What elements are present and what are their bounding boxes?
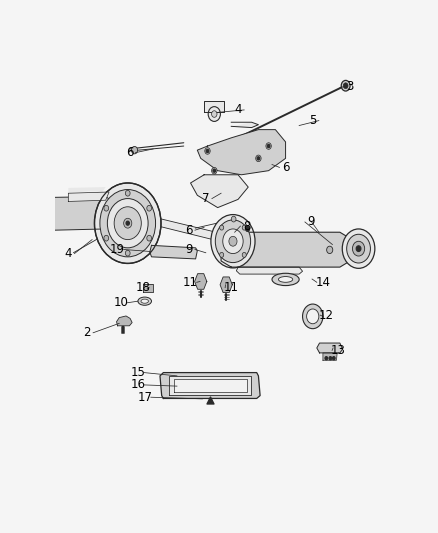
Circle shape	[341, 80, 350, 91]
Polygon shape	[150, 245, 197, 259]
Polygon shape	[323, 353, 337, 360]
Polygon shape	[117, 316, 132, 326]
Circle shape	[147, 205, 152, 211]
Polygon shape	[68, 192, 109, 201]
Polygon shape	[170, 376, 251, 395]
Polygon shape	[231, 122, 258, 127]
Polygon shape	[221, 232, 353, 267]
Circle shape	[329, 357, 332, 360]
Circle shape	[256, 155, 261, 161]
Circle shape	[267, 144, 270, 148]
Text: 2: 2	[83, 326, 91, 340]
Polygon shape	[317, 343, 343, 353]
Text: 9: 9	[307, 215, 315, 229]
Circle shape	[353, 241, 365, 256]
Text: 14: 14	[315, 276, 330, 289]
Circle shape	[124, 219, 132, 228]
Polygon shape	[68, 187, 106, 193]
Circle shape	[307, 309, 319, 324]
Circle shape	[257, 157, 260, 160]
Text: 6: 6	[126, 146, 133, 159]
Circle shape	[229, 236, 237, 246]
Polygon shape	[237, 267, 303, 274]
Circle shape	[212, 111, 217, 117]
Text: 4: 4	[234, 103, 242, 116]
Ellipse shape	[138, 297, 152, 305]
Text: 4: 4	[64, 247, 72, 260]
Text: 18: 18	[136, 281, 150, 294]
Circle shape	[206, 149, 209, 152]
Text: 6: 6	[282, 161, 290, 174]
Polygon shape	[55, 197, 113, 230]
Circle shape	[205, 148, 210, 154]
Text: 13: 13	[331, 344, 346, 357]
Polygon shape	[160, 373, 260, 399]
Circle shape	[219, 253, 224, 257]
Circle shape	[342, 229, 375, 268]
Circle shape	[343, 83, 348, 88]
Point	[207, 395, 214, 404]
Text: 16: 16	[131, 378, 145, 391]
Polygon shape	[194, 273, 207, 289]
Circle shape	[219, 225, 224, 230]
Circle shape	[95, 183, 161, 263]
Circle shape	[223, 229, 243, 254]
Circle shape	[211, 215, 255, 268]
Text: 9: 9	[185, 243, 193, 256]
Circle shape	[266, 143, 271, 149]
Ellipse shape	[141, 299, 148, 303]
Text: 8: 8	[243, 220, 250, 232]
Text: 15: 15	[131, 366, 145, 379]
Circle shape	[114, 207, 141, 240]
Circle shape	[125, 190, 130, 196]
Text: 19: 19	[110, 243, 125, 256]
Text: 3: 3	[346, 80, 354, 93]
Circle shape	[356, 246, 361, 252]
Circle shape	[327, 246, 333, 254]
Circle shape	[131, 147, 138, 154]
Text: 6: 6	[185, 224, 193, 237]
Circle shape	[246, 227, 250, 231]
Polygon shape	[174, 379, 247, 392]
Text: 5: 5	[309, 114, 316, 127]
Circle shape	[125, 251, 130, 256]
Circle shape	[126, 221, 130, 225]
Polygon shape	[197, 130, 286, 175]
Polygon shape	[220, 277, 232, 293]
Circle shape	[212, 167, 217, 174]
Ellipse shape	[272, 273, 299, 286]
Ellipse shape	[279, 277, 293, 282]
Text: 11: 11	[183, 276, 198, 289]
Polygon shape	[143, 284, 153, 292]
Polygon shape	[160, 219, 231, 244]
Circle shape	[303, 304, 323, 329]
Text: 10: 10	[113, 296, 128, 309]
Circle shape	[347, 235, 371, 263]
Circle shape	[208, 107, 220, 122]
Circle shape	[242, 225, 246, 230]
Polygon shape	[191, 175, 248, 207]
Circle shape	[215, 220, 251, 263]
Text: 12: 12	[319, 309, 334, 321]
Circle shape	[213, 169, 215, 172]
Circle shape	[325, 357, 328, 360]
Circle shape	[104, 235, 109, 241]
Circle shape	[147, 235, 152, 241]
Circle shape	[100, 190, 155, 257]
Circle shape	[104, 205, 109, 211]
Circle shape	[231, 216, 236, 222]
Text: 7: 7	[202, 192, 209, 205]
Text: 11: 11	[224, 281, 239, 294]
Circle shape	[242, 253, 246, 257]
Circle shape	[332, 357, 335, 360]
Circle shape	[107, 199, 148, 248]
Polygon shape	[204, 101, 224, 112]
Text: 17: 17	[137, 391, 152, 403]
